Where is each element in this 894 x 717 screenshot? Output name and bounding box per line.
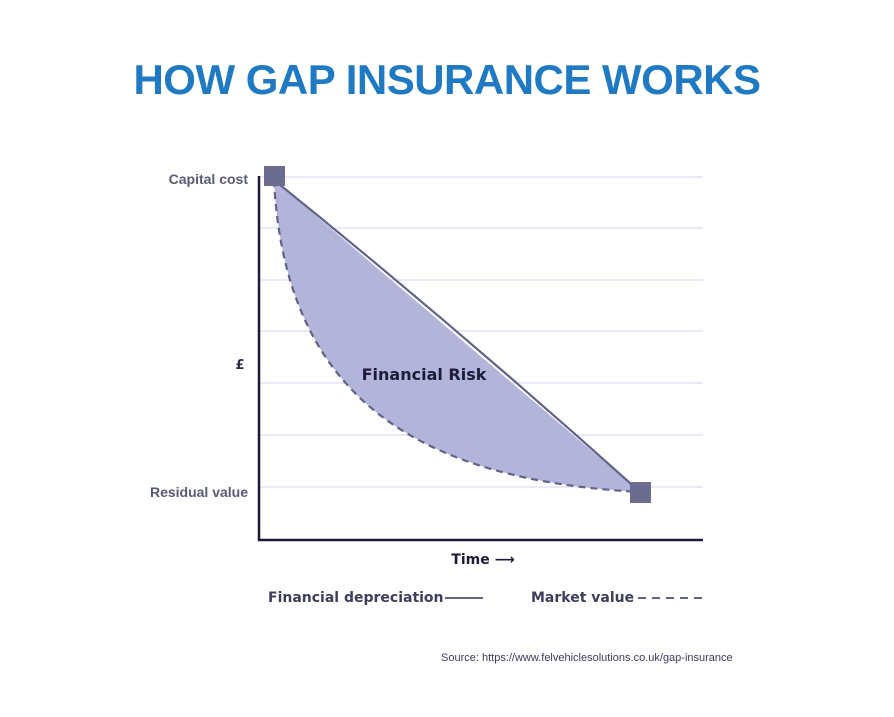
legend-market-value: Market value <box>531 590 634 606</box>
y-axis-label: £ <box>235 358 244 373</box>
legend-financial-depreciation: Financial depreciation <box>268 590 444 606</box>
x-axis-label: Time ⟶ <box>451 552 514 568</box>
financial-depreciation-line <box>273 179 641 493</box>
capital-cost-label: Capital cost <box>169 171 249 187</box>
source-citation: Source: https://www.felvehiclesolutions.… <box>441 652 733 664</box>
capital-cost-marker <box>264 166 285 186</box>
residual-value-marker <box>630 482 651 503</box>
residual-value-label: Residual value <box>150 484 248 500</box>
market-value-curve <box>272 179 641 494</box>
financial-risk-area <box>274 180 640 492</box>
financial-risk-label: Financial Risk <box>362 365 487 384</box>
page-title: HOW GAP INSURANCE WORKS <box>133 56 761 103</box>
